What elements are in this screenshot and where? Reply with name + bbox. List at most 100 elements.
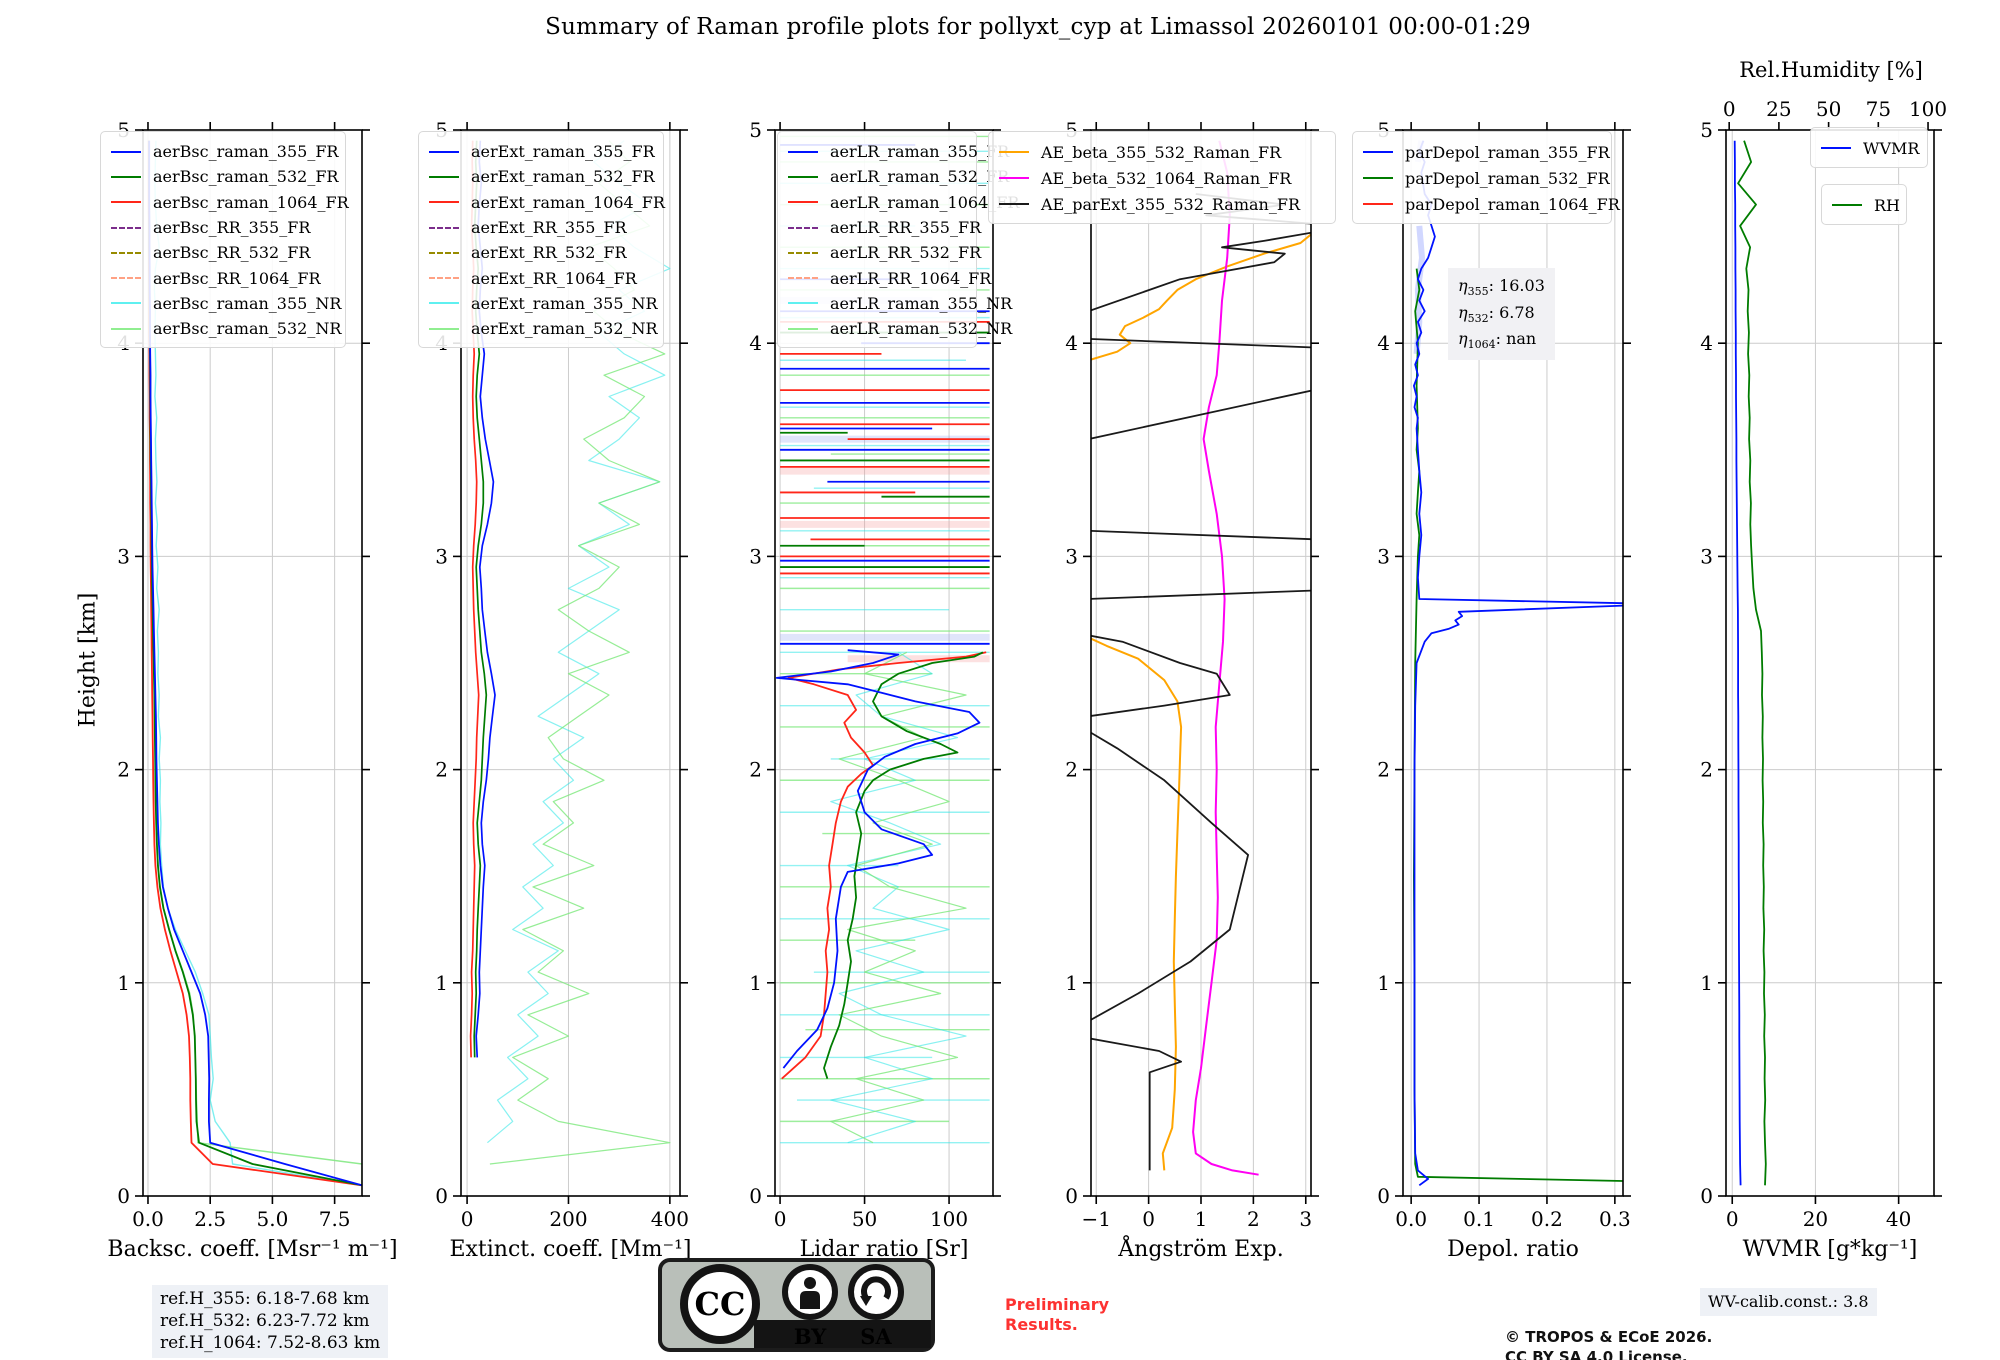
y-tick-label: 1 [1377, 971, 1390, 995]
legend-angstroem: AE_beta_355_532_Raman_FR AE_beta_532_1064… [988, 131, 1336, 224]
legend-label: aerBsc_raman_1064_FR [153, 192, 349, 212]
legend-item: aerExt_raman_355_NR [429, 291, 658, 316]
y-tick-label: 3 [1377, 544, 1390, 568]
legend-item: aerLR_raman_532_FR [788, 164, 1009, 189]
x-tick-label: 0.2 [1531, 1207, 1563, 1231]
legend-label: WVMR [1863, 138, 1920, 158]
legend-line-swatch [429, 150, 459, 153]
y-tick-label: 5 [1700, 118, 1713, 142]
legend-item: aerExt_raman_355_FR [429, 139, 655, 164]
y-tick-label: 3 [1065, 544, 1078, 568]
x-tick-label: 0 [1726, 1207, 1739, 1231]
y-tick-label: 5 [749, 118, 762, 142]
rh-tick-label: 75 [1866, 97, 1891, 121]
legend-line-swatch [429, 277, 459, 280]
legend-item: RH [1832, 192, 1900, 218]
legend-line-swatch [429, 302, 459, 305]
series-aerLR_raman_355_FR [775, 649, 981, 1069]
series-WVMR [1733, 140, 1742, 1186]
legend-line-swatch [788, 302, 818, 305]
y-tick-label: 0 [435, 1184, 448, 1208]
x-tick-label: 1 [1195, 1207, 1208, 1231]
x-tick-label: −1 [1081, 1207, 1110, 1231]
x-axis-label-backscatter: Backsc. coeff. [Msr⁻¹ m⁻¹] [107, 1237, 397, 1262]
panel-wvmr_rh: 0 20 40 0 25 50 75 100 0 1 2 3 4 5 WVMR [g*kg⁻¹] [1700, 97, 1947, 1262]
y-tick-label: 4 [1700, 331, 1713, 355]
legend-item: WVMR [1821, 135, 1920, 161]
legend-item: aerExt_raman_532_FR [429, 164, 655, 189]
eta-1064-line: η1064: nan [1458, 329, 1537, 352]
ref-h-355: ref.H_355: 6.18-7.68 km [160, 1289, 370, 1309]
plot-frame [460, 129, 681, 1197]
y-axis-label: Height [km] [75, 592, 101, 728]
legend-wvmr_rh: RH [1821, 184, 1907, 225]
top-axis-label-rh: Rel.Humidity [%] [1739, 58, 1923, 82]
series-RH [1737, 140, 1767, 1186]
legend-label: aerExt_raman_355_FR [471, 142, 655, 162]
rh-tick-label: 25 [1766, 97, 1791, 121]
x-tick-label: 100 [930, 1207, 968, 1231]
ref-h-1064: ref.H_1064: 7.52-8.63 km [160, 1332, 381, 1353]
x-tick-label: 20 [1803, 1207, 1828, 1231]
legend-item: AE_beta_355_532_Raman_FR [999, 139, 1325, 165]
legend-label: aerExt_RR_355_FR [471, 218, 627, 238]
legend-backscatter: aerBsc_raman_355_FR aerBsc_raman_532_FR ae… [100, 131, 349, 349]
legend-label: AE_parExt_355_532_Raman_FR [1041, 194, 1300, 214]
series-AE_beta_532_1064_Raman_FR [1192, 140, 1259, 1176]
legend-line-swatch [111, 251, 141, 254]
legend-label: aerLR_raman_355_FR [830, 142, 1010, 162]
series-parDepol_raman_355_FR [1413, 140, 1623, 1187]
legend-label: parDepol_raman_1064_FR [1405, 194, 1620, 214]
x-tick-label: 2.5 [194, 1207, 226, 1231]
x-tick-label: 400 [651, 1207, 689, 1231]
x-axis-label-wvmr_rh: WVMR [g*kg⁻¹] [1743, 1237, 1918, 1262]
legend-label: RH [1874, 195, 1900, 215]
x-tick-label: 0.3 [1599, 1207, 1631, 1231]
legend-item: aerExt_RR_1064_FR [429, 265, 653, 290]
y-tick-label: 2 [1700, 758, 1713, 782]
y-tick-label: 1 [435, 971, 448, 995]
series-aerLR_raman_355_NR [830, 651, 967, 1144]
legend-item: aerLR_raman_355_NR [788, 291, 1012, 316]
x-axis-label-extinction: Extinct. coeff. [Mm⁻¹] [449, 1237, 691, 1262]
y-tick-label: 1 [1700, 971, 1713, 995]
legend-line-swatch [111, 150, 141, 153]
legend-label: aerLR_raman_1064_FR [830, 192, 1020, 212]
svg-text:CC: CC [695, 1285, 746, 1323]
series-AE_beta_355_532_Raman_FR [1091, 233, 1311, 1171]
legend-line-swatch [111, 277, 141, 280]
cc-icon [680, 1264, 760, 1344]
legend-item: aerBsc_raman_1064_FR [111, 190, 349, 215]
legend-item: aerLR_raman_532_NR [788, 316, 1012, 341]
legend-label: aerLR_raman_532_FR [830, 167, 1010, 187]
y-tick-label: 4 [1065, 331, 1078, 355]
series-aerLR_raman_1064_FR [781, 651, 987, 1080]
svg-text:BY: BY [794, 1324, 827, 1349]
legend-item: aerBsc_RR_532_FR [111, 240, 335, 265]
y-tick-label: 0 [749, 1184, 762, 1208]
y-tick-label: 3 [749, 544, 762, 568]
cc-license-badge: CC BY SA [658, 1258, 935, 1356]
legend-line-swatch [788, 277, 818, 280]
cc-badge-graphic: CC BY SA [658, 1258, 935, 1352]
y-tick-label: 1 [1065, 971, 1078, 995]
legend-wvmr_rh: WVMR [1810, 127, 1928, 168]
legend-line-swatch [111, 175, 141, 178]
y-tick-label: 2 [117, 758, 130, 782]
legend-label: aerLR_RR_532_FR [830, 243, 982, 263]
legend-label: aerBsc_raman_355_NR [153, 293, 342, 313]
plot-frame [1402, 129, 1624, 1197]
legend-line-swatch [788, 251, 818, 254]
legend-item: aerExt_raman_532_NR [429, 316, 658, 341]
y-tick-label: 4 [749, 331, 762, 355]
legend-item: aerExt_RR_355_FR [429, 215, 653, 240]
legend-lidar_ratio: aerLR_raman_355_FR aerLR_raman_532_FR aerL… [777, 131, 1019, 349]
y-tick-label: 2 [1377, 758, 1390, 782]
y-tick-label: 2 [749, 758, 762, 782]
legend-label: aerBsc_raman_355_FR [153, 142, 339, 162]
x-tick-label: 7.5 [319, 1207, 351, 1231]
x-tick-label: 2 [1247, 1207, 1260, 1231]
y-tick-label: 0 [1065, 1184, 1078, 1208]
